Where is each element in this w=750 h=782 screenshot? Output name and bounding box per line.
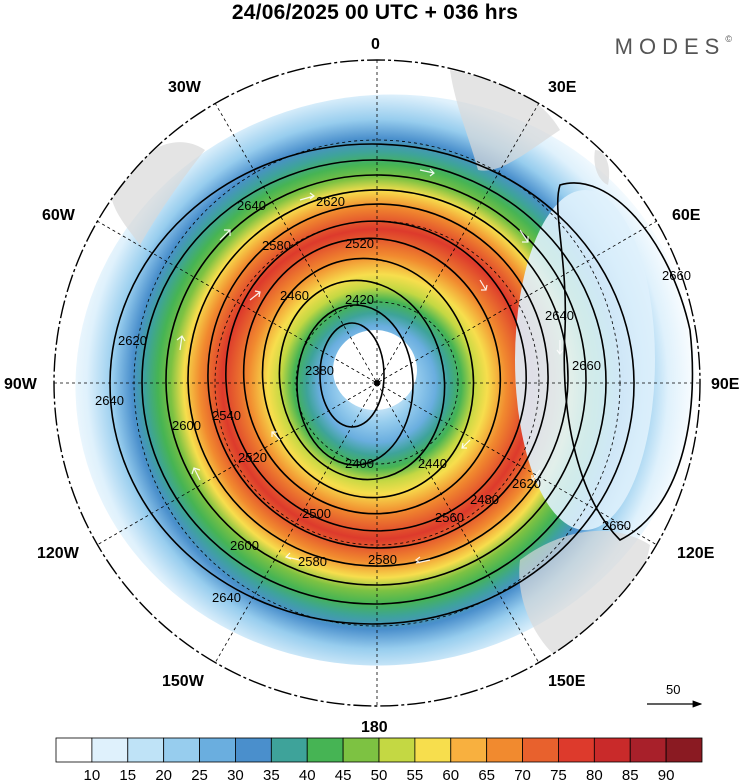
- colorbar: 10 15 20 25 30 35 40 45 50 55 60 65 70 75 80 85 90: [55, 737, 703, 782]
- land-australia: [519, 530, 650, 660]
- colorbar-box: [450, 737, 488, 763]
- colorbar-tick-label: 20: [155, 767, 172, 782]
- map-field-layer: [54, 60, 700, 706]
- contour-label: 2460: [280, 288, 309, 303]
- colorbar-box: [127, 737, 165, 763]
- map-boundary: [53, 59, 701, 707]
- colorbar-tick-label: 15: [119, 767, 136, 782]
- colorbar-box: [629, 737, 667, 763]
- land-africa: [450, 70, 560, 171]
- contour-label: 2520: [345, 236, 374, 251]
- colorbar-box: [378, 737, 416, 763]
- contour-label: 2640: [237, 198, 266, 213]
- longitude-labels: 0 30E 60E 90E 120E 150E 180 150W 120W 90…: [4, 36, 740, 736]
- graticule: [54, 60, 700, 706]
- contour-label: 2640: [95, 393, 124, 408]
- reference-vector-arrow: [647, 700, 703, 708]
- wind-vector-field: [176, 168, 564, 564]
- colorbar-tick-label: 25: [191, 767, 208, 782]
- colorbar-tick-label: 90: [658, 767, 675, 782]
- lon-label-90w: 90W: [4, 376, 38, 393]
- colorbar-box: [163, 737, 200, 763]
- map-title: 24/06/2025 00 UTC + 036 hrs: [231, 1, 519, 24]
- contour-label: 2580: [262, 238, 291, 253]
- height-contours: [109, 143, 694, 625]
- land-madagascar: [594, 150, 610, 185]
- colorbar-tick-label: 65: [478, 767, 495, 782]
- colorbar-tick-label: 40: [299, 767, 316, 782]
- modes-logo: MODES©: [614, 34, 732, 59]
- contour-label: 2640: [212, 590, 241, 605]
- lon-label-90e: 90E: [711, 376, 740, 393]
- colorbar-tick-label: 75: [550, 767, 567, 782]
- colorbar-box: [199, 737, 236, 763]
- lon-label-60w: 60W: [42, 207, 76, 224]
- contour-label: 2600: [172, 418, 201, 433]
- contour-label: 2400: [345, 456, 374, 471]
- colorbar-tick-labels: 10 15 20 25 30 35 40 45 50 55 60 65 70 75 80 85 90: [84, 767, 675, 782]
- colorbar-box: [486, 737, 523, 763]
- contour-label: 2580: [368, 552, 397, 567]
- colorbar-box: [558, 737, 595, 763]
- lon-label-30e: 30E: [548, 79, 577, 96]
- colorbar-tick-label: 50: [371, 767, 388, 782]
- colorbar-tick-label: 35: [263, 767, 280, 782]
- contour-label: 2540: [212, 408, 241, 423]
- colorbar-box: [235, 737, 272, 763]
- lon-label-150w: 150W: [162, 673, 205, 690]
- colorbar-boxes: [55, 737, 703, 763]
- lon-label-30w: 30W: [168, 79, 202, 96]
- colorbar-box: [306, 737, 344, 763]
- contour-label: 2420: [345, 292, 374, 307]
- colorbar-box: [593, 737, 631, 763]
- colorbar-box: [414, 737, 452, 763]
- colorbar-box: [55, 737, 93, 763]
- reference-vector-label: 50: [666, 682, 681, 697]
- colorbar-box: [270, 737, 308, 763]
- lon-label-60e: 60E: [672, 207, 701, 224]
- colorbar-box: [522, 737, 559, 763]
- colorbar-box: [342, 737, 380, 763]
- lon-label-150e: 150E: [548, 673, 586, 690]
- contour-labels: 2620 2640 2520 2580 2460 2420 2380 2400 …: [95, 194, 691, 605]
- contour-label: 2380: [305, 363, 334, 378]
- contour-label: 2520: [238, 450, 267, 465]
- colorbar-tick-label: 10: [84, 767, 101, 782]
- colorbar-tick-label: 45: [335, 767, 352, 782]
- contour-label: 2640: [545, 308, 574, 323]
- pole-marker: [374, 380, 380, 386]
- contour-label: 2560: [435, 510, 464, 525]
- contour-label: 2620: [316, 194, 345, 209]
- contour-label: 2660: [602, 518, 631, 533]
- colorbar-tick-label: 30: [227, 767, 244, 782]
- contour-label: 2660: [662, 268, 691, 283]
- colorbar-tick-label: 70: [514, 767, 531, 782]
- contour-label: 2500: [302, 506, 331, 521]
- colorbar-tick-label: 85: [622, 767, 639, 782]
- colorbar-box: [665, 737, 703, 763]
- colorbar-tick-label: 55: [407, 767, 424, 782]
- contour-label: 2620: [118, 333, 147, 348]
- colorbar-box: [91, 737, 129, 763]
- contour-label: 2660: [572, 358, 601, 373]
- colorbar-tick-label: 60: [442, 767, 459, 782]
- contour-label: 2580: [298, 554, 327, 569]
- lon-label-120e: 120E: [677, 545, 715, 562]
- lon-label-180: 180: [361, 719, 388, 736]
- contour-label: 2620: [512, 476, 541, 491]
- colorbar-tick-label: 80: [586, 767, 603, 782]
- contour-label: 2600: [230, 538, 259, 553]
- lon-label-120w: 120W: [37, 545, 80, 562]
- contour-label: 2480: [470, 492, 499, 507]
- contour-label: 2440: [418, 456, 447, 471]
- lon-label-0: 0: [371, 36, 380, 53]
